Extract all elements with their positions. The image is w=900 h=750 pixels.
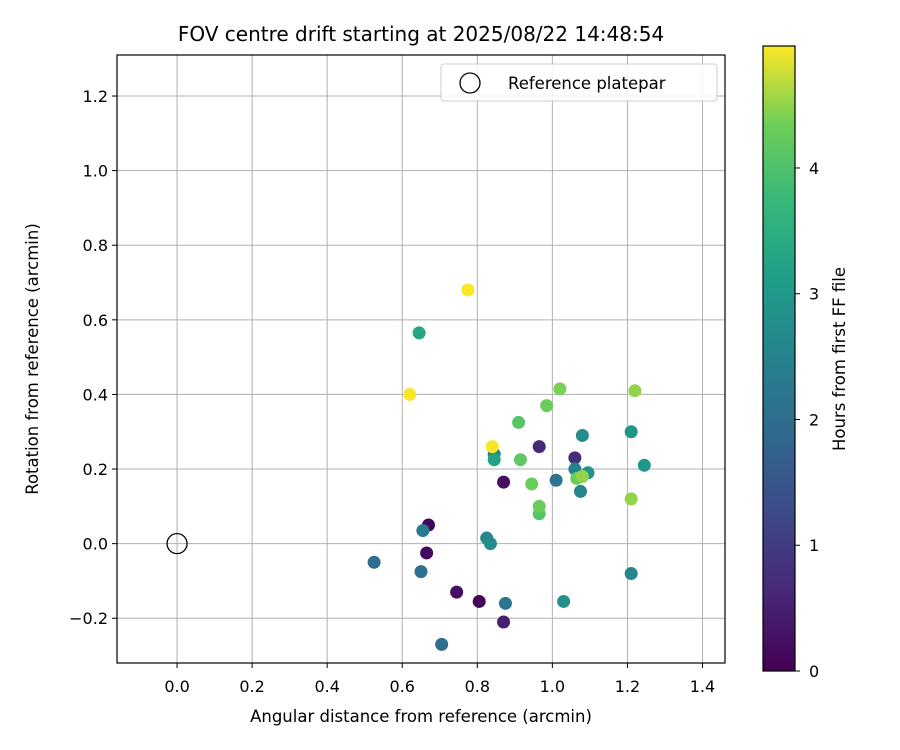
- data-point: [498, 596, 512, 610]
- x-tick-label: 0.8: [465, 677, 490, 696]
- data-point: [525, 477, 539, 491]
- data-point: [628, 384, 642, 398]
- data-point: [624, 492, 638, 506]
- data-point: [403, 387, 417, 401]
- data-point: [497, 615, 511, 629]
- data-point: [367, 555, 381, 569]
- data-point: [553, 382, 567, 396]
- legend-box: [440, 63, 718, 102]
- data-point: [575, 428, 589, 442]
- data-point: [485, 440, 499, 454]
- data-point: [412, 326, 426, 340]
- data-point: [420, 546, 434, 560]
- y-tick-label: 0.8: [83, 236, 108, 255]
- y-tick-label: 0.2: [83, 460, 108, 479]
- legend: Reference platepar: [440, 63, 718, 102]
- data-point: [461, 283, 475, 297]
- x-tick-label: 0.6: [390, 677, 415, 696]
- x-tick-label: 0.4: [314, 677, 339, 696]
- reference-point: [166, 532, 188, 555]
- x-tick-label: 0.0: [164, 677, 189, 696]
- x-tick-label: 1.0: [540, 677, 565, 696]
- data-point: [497, 475, 511, 489]
- y-tick-label: −0.2: [69, 609, 108, 628]
- x-tick-label: 1.4: [690, 677, 715, 696]
- x-tick-label: 1.2: [615, 677, 640, 696]
- x-tick-label: 0.2: [239, 677, 264, 696]
- x-axis-ticks: 0.0 0.2 0.4 0.6 0.8 1.0 1.2 1.4: [164, 663, 715, 696]
- colorbar-tick-label: 4: [809, 159, 819, 178]
- colorbar-tick-label: 2: [809, 410, 819, 429]
- data-point: [624, 566, 638, 580]
- plot-frame: [116, 54, 726, 664]
- y-axis-ticks: −0.2 0.0 0.2 0.4 0.6 0.8 1.0 1.2: [69, 87, 117, 628]
- data-points: [367, 283, 651, 651]
- data-point: [483, 537, 497, 551]
- data-point: [549, 473, 563, 487]
- data-point: [574, 484, 588, 498]
- data-point: [450, 585, 464, 599]
- data-point: [575, 469, 589, 483]
- data-point: [414, 565, 428, 579]
- data-point: [416, 524, 430, 538]
- colorbar-tick-label: 0: [809, 662, 819, 681]
- grid-lines: [117, 55, 725, 663]
- colorbar-frame: [762, 45, 796, 672]
- colorbar-label: Hours from first FF file: [830, 267, 849, 451]
- data-point: [557, 594, 571, 608]
- data-point: [637, 458, 651, 472]
- data-point: [540, 399, 554, 413]
- data-point: [532, 499, 546, 513]
- chart-title: FOV centre drift starting at 2025/08/22 …: [178, 22, 664, 46]
- colorbar-ticks: 0 1 2 3 4: [795, 159, 819, 681]
- y-tick-label: 0.0: [83, 535, 108, 554]
- legend-reference-label: Reference platepar: [508, 74, 666, 93]
- y-tick-label: 0.4: [83, 385, 108, 404]
- x-axis-label: Angular distance from reference (arcmin): [250, 707, 592, 726]
- colorbar-gradient: [763, 46, 795, 671]
- y-tick-label: 1.0: [83, 162, 108, 181]
- reference-marker: [166, 532, 188, 555]
- y-tick-label: 0.6: [83, 311, 108, 330]
- data-point: [512, 415, 526, 429]
- data-point: [568, 451, 582, 465]
- data-point: [513, 453, 527, 467]
- data-point: [624, 425, 638, 439]
- colorbar: 0 1 2 3 4 Hours from first FF file: [762, 45, 849, 681]
- data-point: [487, 453, 501, 467]
- y-axis-label: Rotation from reference (arcmin): [23, 223, 42, 495]
- y-tick-label: 1.2: [83, 87, 108, 106]
- data-point: [532, 440, 546, 454]
- data-point: [472, 594, 486, 608]
- legend-reference-marker: [459, 72, 481, 94]
- data-point: [435, 637, 449, 651]
- colorbar-tick-label: 3: [809, 285, 819, 304]
- colorbar-tick-label: 1: [809, 536, 819, 555]
